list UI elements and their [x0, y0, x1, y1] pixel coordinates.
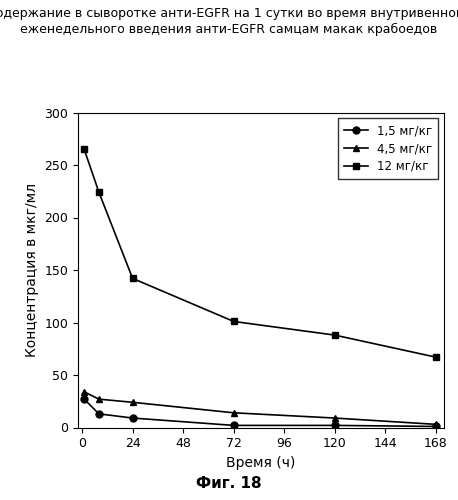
- 1,5 мг/кг: [332, 422, 338, 428]
- 12 мг/кг: [332, 332, 338, 338]
- 4,5 мг/кг: [96, 396, 102, 402]
- Text: еженедельного введения анти-EGFR самцам макак крабоедов: еженедельного введения анти-EGFR самцам …: [20, 22, 438, 36]
- 1,5 мг/кг: [130, 415, 136, 421]
- X-axis label: Время (ч): Время (ч): [226, 456, 296, 470]
- 12 мг/кг: [82, 146, 87, 152]
- 12 мг/кг: [433, 354, 439, 360]
- 4,5 мг/кг: [82, 389, 87, 395]
- 1,5 мг/кг: [433, 424, 439, 430]
- 12 мг/кг: [130, 276, 136, 281]
- 4,5 мг/кг: [332, 415, 338, 421]
- Text: Фиг. 18: Фиг. 18: [196, 476, 262, 491]
- Line: 4,5 мг/кг: 4,5 мг/кг: [81, 388, 439, 428]
- Line: 12 мг/кг: 12 мг/кг: [81, 146, 439, 360]
- 4,5 мг/кг: [231, 410, 236, 416]
- 1,5 мг/кг: [96, 411, 102, 417]
- Text: Содержание в сыворотке анти-EGFR на 1 сутки во время внутривенного: Содержание в сыворотке анти-EGFR на 1 су…: [0, 8, 458, 20]
- Y-axis label: Концентрация в мкг/мл: Концентрация в мкг/мл: [25, 183, 39, 357]
- 4,5 мг/кг: [433, 422, 439, 428]
- 12 мг/кг: [96, 190, 102, 196]
- 1,5 мг/кг: [231, 422, 236, 428]
- Legend: 1,5 мг/кг, 4,5 мг/кг, 12 мг/кг: 1,5 мг/кг, 4,5 мг/кг, 12 мг/кг: [338, 118, 438, 178]
- 4,5 мг/кг: [130, 400, 136, 406]
- Line: 1,5 мг/кг: 1,5 мг/кг: [81, 396, 439, 430]
- 1,5 мг/кг: [82, 396, 87, 402]
- 12 мг/кг: [231, 318, 236, 324]
